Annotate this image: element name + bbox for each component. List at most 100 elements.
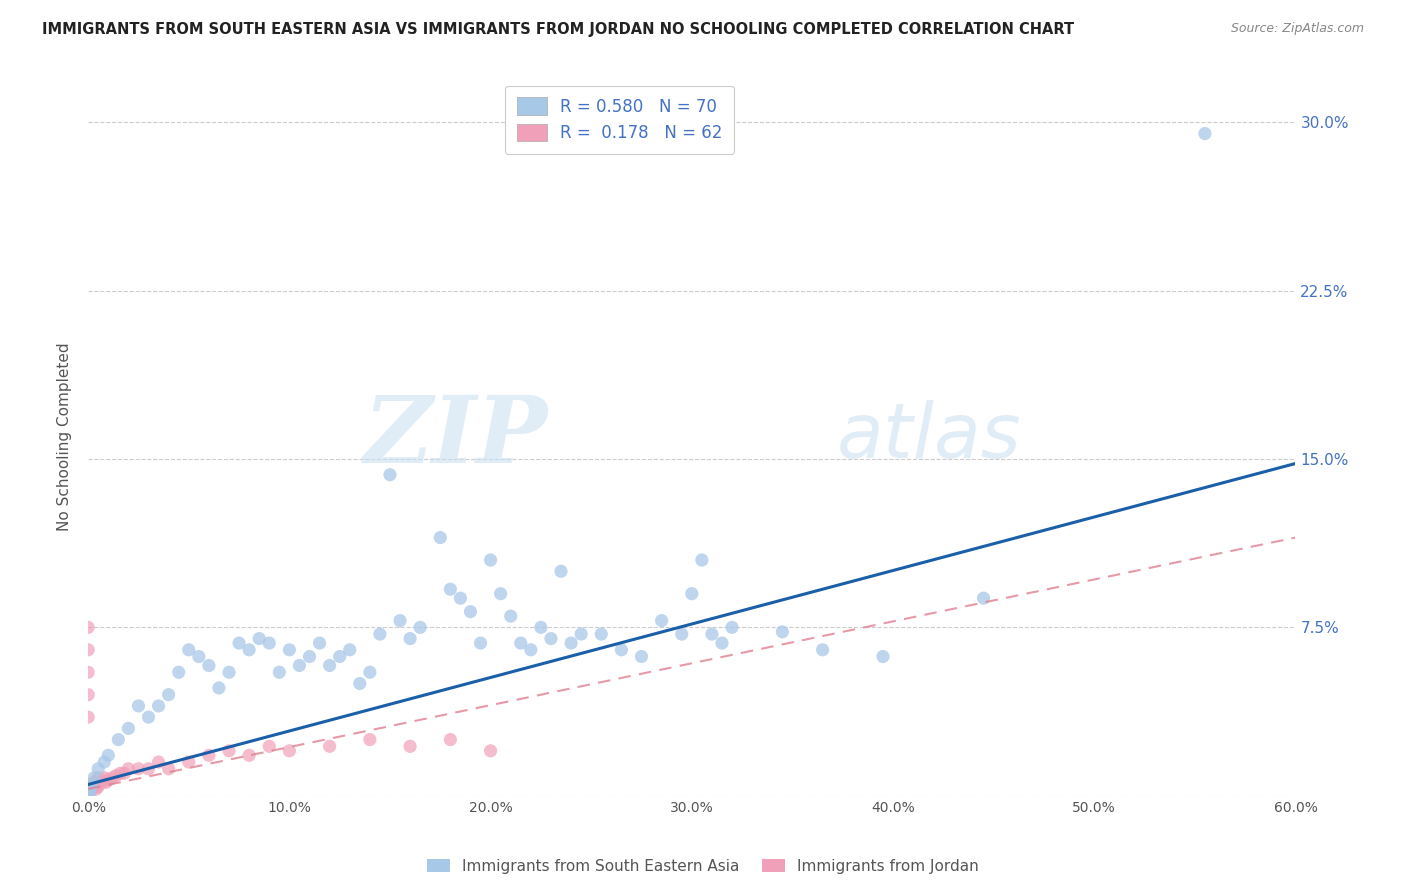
Point [218,744,240,758]
Text: ZIP: ZIP [363,392,547,482]
Point [278,744,301,758]
Point [77,787,100,801]
Point [449,591,471,606]
Point [770,624,793,639]
Point [460,605,482,619]
Point [97,772,120,787]
Point [77,787,100,801]
Text: atlas: atlas [837,400,1021,474]
Point [77,781,100,796]
Point [93,755,115,769]
Point [77,787,100,801]
Point [399,632,422,646]
Point [409,620,432,634]
Point [700,627,723,641]
Point [77,710,100,724]
Point [238,748,260,763]
Point [389,614,412,628]
Point [107,732,129,747]
Point [228,636,250,650]
Point [77,788,100,802]
Point [257,636,280,650]
Point [973,591,995,606]
Point [177,755,200,769]
Point [671,627,693,641]
Point [610,642,633,657]
Point [520,642,543,657]
Legend: R = 0.580   N = 70, R =  0.178   N = 62: R = 0.580 N = 70, R = 0.178 N = 62 [505,86,734,153]
Point [87,762,110,776]
Point [77,784,100,798]
Point [77,777,100,791]
Point [198,658,221,673]
Point [499,609,522,624]
Y-axis label: No Schooling Completed: No Schooling Completed [58,343,72,531]
Point [97,748,120,763]
Point [630,649,652,664]
Point [872,649,894,664]
Point [157,762,180,776]
Point [148,698,170,713]
Point [399,739,422,754]
Point [117,762,139,776]
Point [479,553,502,567]
Point [79,780,101,794]
Point [77,789,100,803]
Point [238,642,260,657]
Point [157,688,180,702]
Point [359,732,381,747]
Point [117,722,139,736]
Point [101,771,124,785]
Point [198,748,221,763]
Point [77,784,100,798]
Point [127,698,149,713]
Point [87,780,110,794]
Point [560,636,582,650]
Point [681,587,703,601]
Point [83,771,105,785]
Point [77,789,100,803]
Point [721,620,744,634]
Point [127,762,149,776]
Point [77,688,100,702]
Point [77,642,100,657]
Point [77,789,100,803]
Point [93,771,115,785]
Point [84,777,107,791]
Point [308,636,330,650]
Point [77,789,100,803]
Point [138,710,160,724]
Point [77,781,100,796]
Point [77,789,100,803]
Point [77,620,100,634]
Point [429,531,451,545]
Point [83,775,105,789]
Point [378,467,401,482]
Point [509,636,531,650]
Point [329,649,352,664]
Legend: Immigrants from South Eastern Asia, Immigrants from Jordan: Immigrants from South Eastern Asia, Immi… [420,853,986,880]
Point [359,665,381,680]
Point [439,582,461,597]
Point [77,789,100,803]
Point [247,632,270,646]
Point [77,787,100,801]
Point [218,665,240,680]
Point [318,739,340,754]
Point [208,681,231,695]
Point [77,789,100,803]
Point [77,665,100,680]
Point [318,658,340,673]
Point [84,781,107,796]
Point [79,781,101,796]
Point [177,642,200,657]
Point [167,665,190,680]
Point [83,780,105,794]
Point [569,627,592,641]
Point [105,768,128,782]
Text: IMMIGRANTS FROM SOUTH EASTERN ASIA VS IMMIGRANTS FROM JORDAN NO SCHOOLING COMPLE: IMMIGRANTS FROM SOUTH EASTERN ASIA VS IM… [42,22,1074,37]
Point [550,564,572,578]
Point [77,787,100,801]
Point [82,777,104,791]
Point [187,649,209,664]
